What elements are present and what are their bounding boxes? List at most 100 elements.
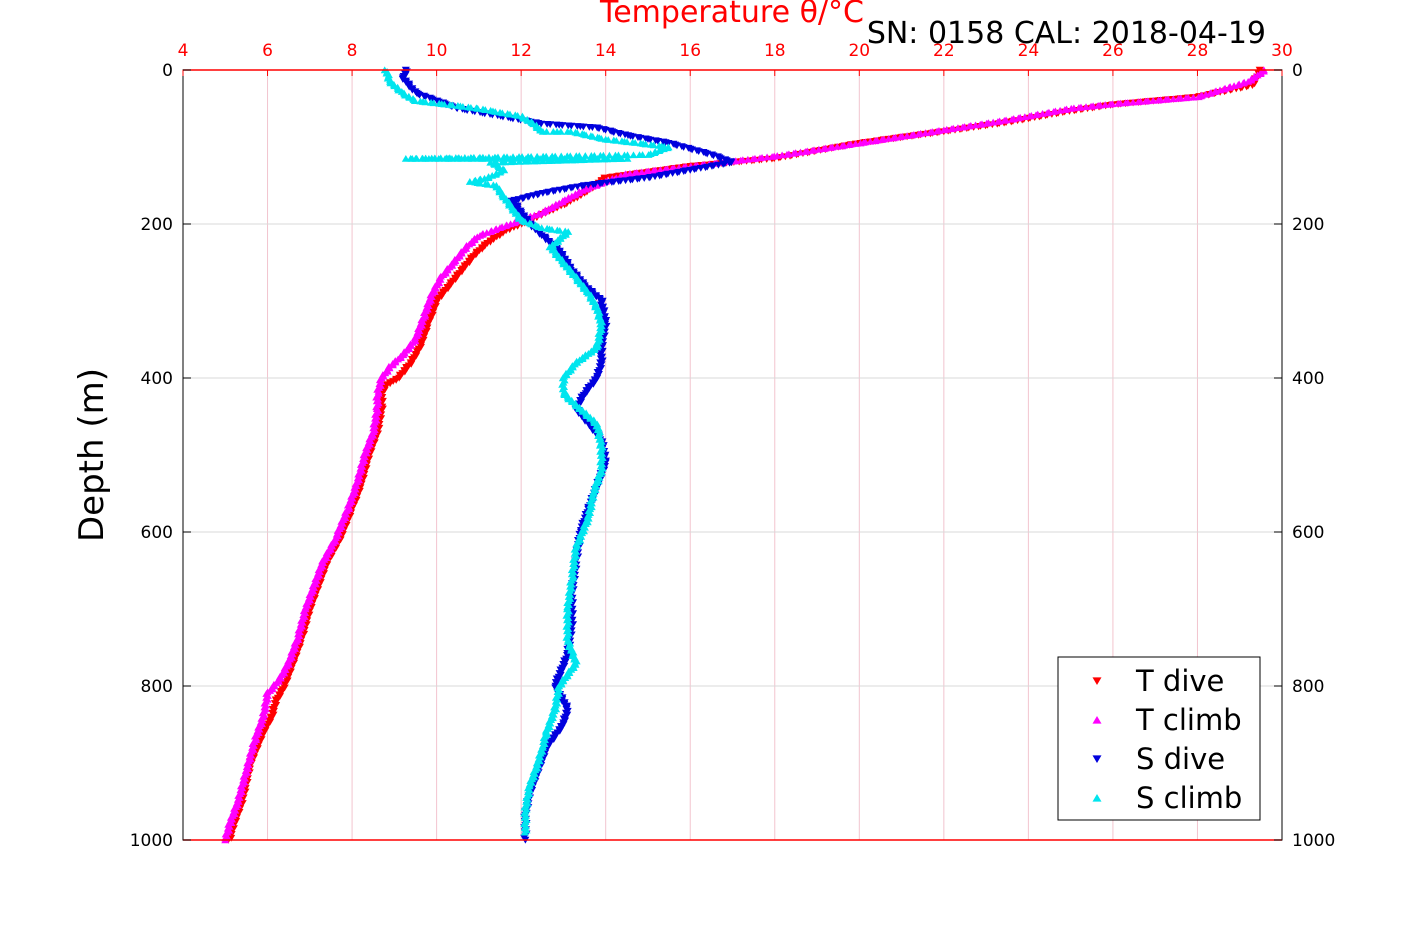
x-tick-label: 30 bbox=[1271, 41, 1293, 61]
legend-label: T climb bbox=[1135, 703, 1242, 737]
data-point bbox=[515, 158, 524, 165]
data-point bbox=[819, 145, 828, 153]
data-point bbox=[562, 156, 571, 164]
x-tick-label: 18 bbox=[764, 41, 786, 61]
data-point bbox=[457, 154, 466, 162]
legend: T dive T climb S dive S climb bbox=[1057, 656, 1261, 821]
data-point bbox=[993, 118, 1002, 125]
data-point bbox=[1056, 106, 1065, 114]
y-tick-label-right: 600 bbox=[1292, 523, 1324, 543]
data-point bbox=[1020, 113, 1029, 121]
data-point bbox=[871, 137, 880, 145]
x-tick-label: 20 bbox=[848, 41, 870, 61]
x-tick-label: 16 bbox=[679, 41, 701, 61]
legend-marker bbox=[1092, 793, 1102, 802]
data-point bbox=[965, 122, 974, 130]
data-point bbox=[553, 156, 562, 164]
data-point bbox=[884, 134, 893, 142]
data-point bbox=[649, 141, 658, 149]
data-point bbox=[544, 157, 553, 165]
data-point bbox=[530, 157, 539, 165]
data-point bbox=[567, 122, 576, 130]
x-tick-label: 10 bbox=[426, 41, 448, 61]
data-point bbox=[521, 157, 530, 165]
data-point bbox=[1014, 114, 1023, 122]
data-point bbox=[537, 224, 546, 232]
y-tick-label-left: 800 bbox=[141, 677, 173, 697]
x-tick-label: 28 bbox=[1187, 41, 1209, 61]
data-point bbox=[440, 100, 449, 108]
data-point bbox=[1101, 101, 1110, 108]
data-point bbox=[421, 98, 430, 106]
x-tick-label: 26 bbox=[1102, 41, 1124, 61]
data-point bbox=[1161, 95, 1170, 103]
data-point bbox=[826, 144, 835, 151]
data-point bbox=[481, 154, 490, 162]
data-point bbox=[1025, 112, 1034, 120]
series-t-climb bbox=[221, 66, 1268, 844]
data-point bbox=[1087, 102, 1096, 110]
legend-label: S dive bbox=[1136, 742, 1225, 776]
legend-box bbox=[1057, 656, 1261, 821]
data-point bbox=[476, 179, 485, 187]
data-point bbox=[971, 121, 980, 129]
data-point bbox=[903, 132, 912, 139]
data-point bbox=[467, 154, 476, 162]
data-point bbox=[976, 120, 985, 128]
data-point bbox=[527, 220, 536, 228]
data-point bbox=[778, 151, 787, 159]
data-point bbox=[801, 148, 810, 155]
data-point bbox=[656, 166, 665, 174]
data-point bbox=[814, 145, 823, 153]
y-tick-label-left: 0 bbox=[162, 61, 173, 81]
data-point bbox=[520, 828, 529, 836]
data-point bbox=[736, 156, 745, 164]
data-point bbox=[576, 156, 585, 164]
data-point bbox=[612, 136, 621, 144]
data-point bbox=[877, 136, 886, 143]
data-point bbox=[492, 154, 501, 162]
data-point bbox=[642, 168, 651, 175]
data-point bbox=[1106, 100, 1115, 108]
data-point bbox=[481, 106, 490, 113]
data-point bbox=[1007, 115, 1016, 123]
y-tick-label-left: 200 bbox=[141, 215, 173, 235]
data-point bbox=[547, 225, 556, 233]
data-point bbox=[579, 123, 588, 131]
data-point bbox=[1134, 98, 1143, 106]
data-point bbox=[896, 133, 905, 141]
legend-label: S climb bbox=[1136, 781, 1242, 815]
data-point bbox=[582, 131, 591, 139]
legend-marker bbox=[1092, 677, 1102, 686]
data-point bbox=[573, 129, 582, 137]
y-tick-label-right: 800 bbox=[1292, 677, 1324, 697]
data-point bbox=[796, 148, 805, 156]
data-point bbox=[838, 142, 847, 150]
data-point bbox=[1129, 98, 1138, 106]
data-point bbox=[506, 158, 515, 166]
x-tick-label: 4 bbox=[178, 41, 189, 61]
series-s-climb bbox=[380, 66, 673, 836]
data-point bbox=[1169, 95, 1178, 103]
data-point bbox=[521, 218, 530, 226]
data-point bbox=[1032, 111, 1041, 119]
data-point bbox=[447, 154, 456, 162]
data-point bbox=[424, 154, 433, 162]
data-point bbox=[1189, 93, 1198, 101]
data-point bbox=[833, 142, 842, 150]
data-point bbox=[608, 155, 617, 163]
data-point bbox=[1141, 97, 1150, 105]
x-tick-label: 12 bbox=[510, 41, 532, 61]
data-point bbox=[953, 124, 962, 132]
data-point bbox=[649, 167, 658, 174]
data-point bbox=[866, 137, 875, 145]
x-axis-title: Temperature θ/°C bbox=[599, 0, 864, 30]
data-point bbox=[623, 154, 632, 162]
data-point bbox=[1060, 106, 1069, 113]
data-point bbox=[1121, 99, 1130, 107]
data-point bbox=[630, 169, 639, 177]
data-point bbox=[604, 136, 613, 143]
data-point bbox=[1154, 96, 1163, 104]
data-point bbox=[907, 131, 916, 139]
